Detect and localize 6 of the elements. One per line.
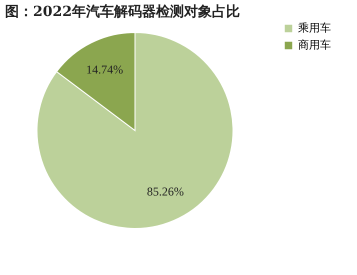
data-label: 85.26% [146, 184, 184, 198]
legend-label: 商用车 [298, 38, 331, 52]
data-label: 14.74% [86, 62, 124, 77]
pie-slice [36, 32, 234, 229]
legend-label: 乘用车 [298, 22, 331, 34]
chart-title: 图：2022年汽车解码器检测对象占比 [5, 3, 240, 20]
